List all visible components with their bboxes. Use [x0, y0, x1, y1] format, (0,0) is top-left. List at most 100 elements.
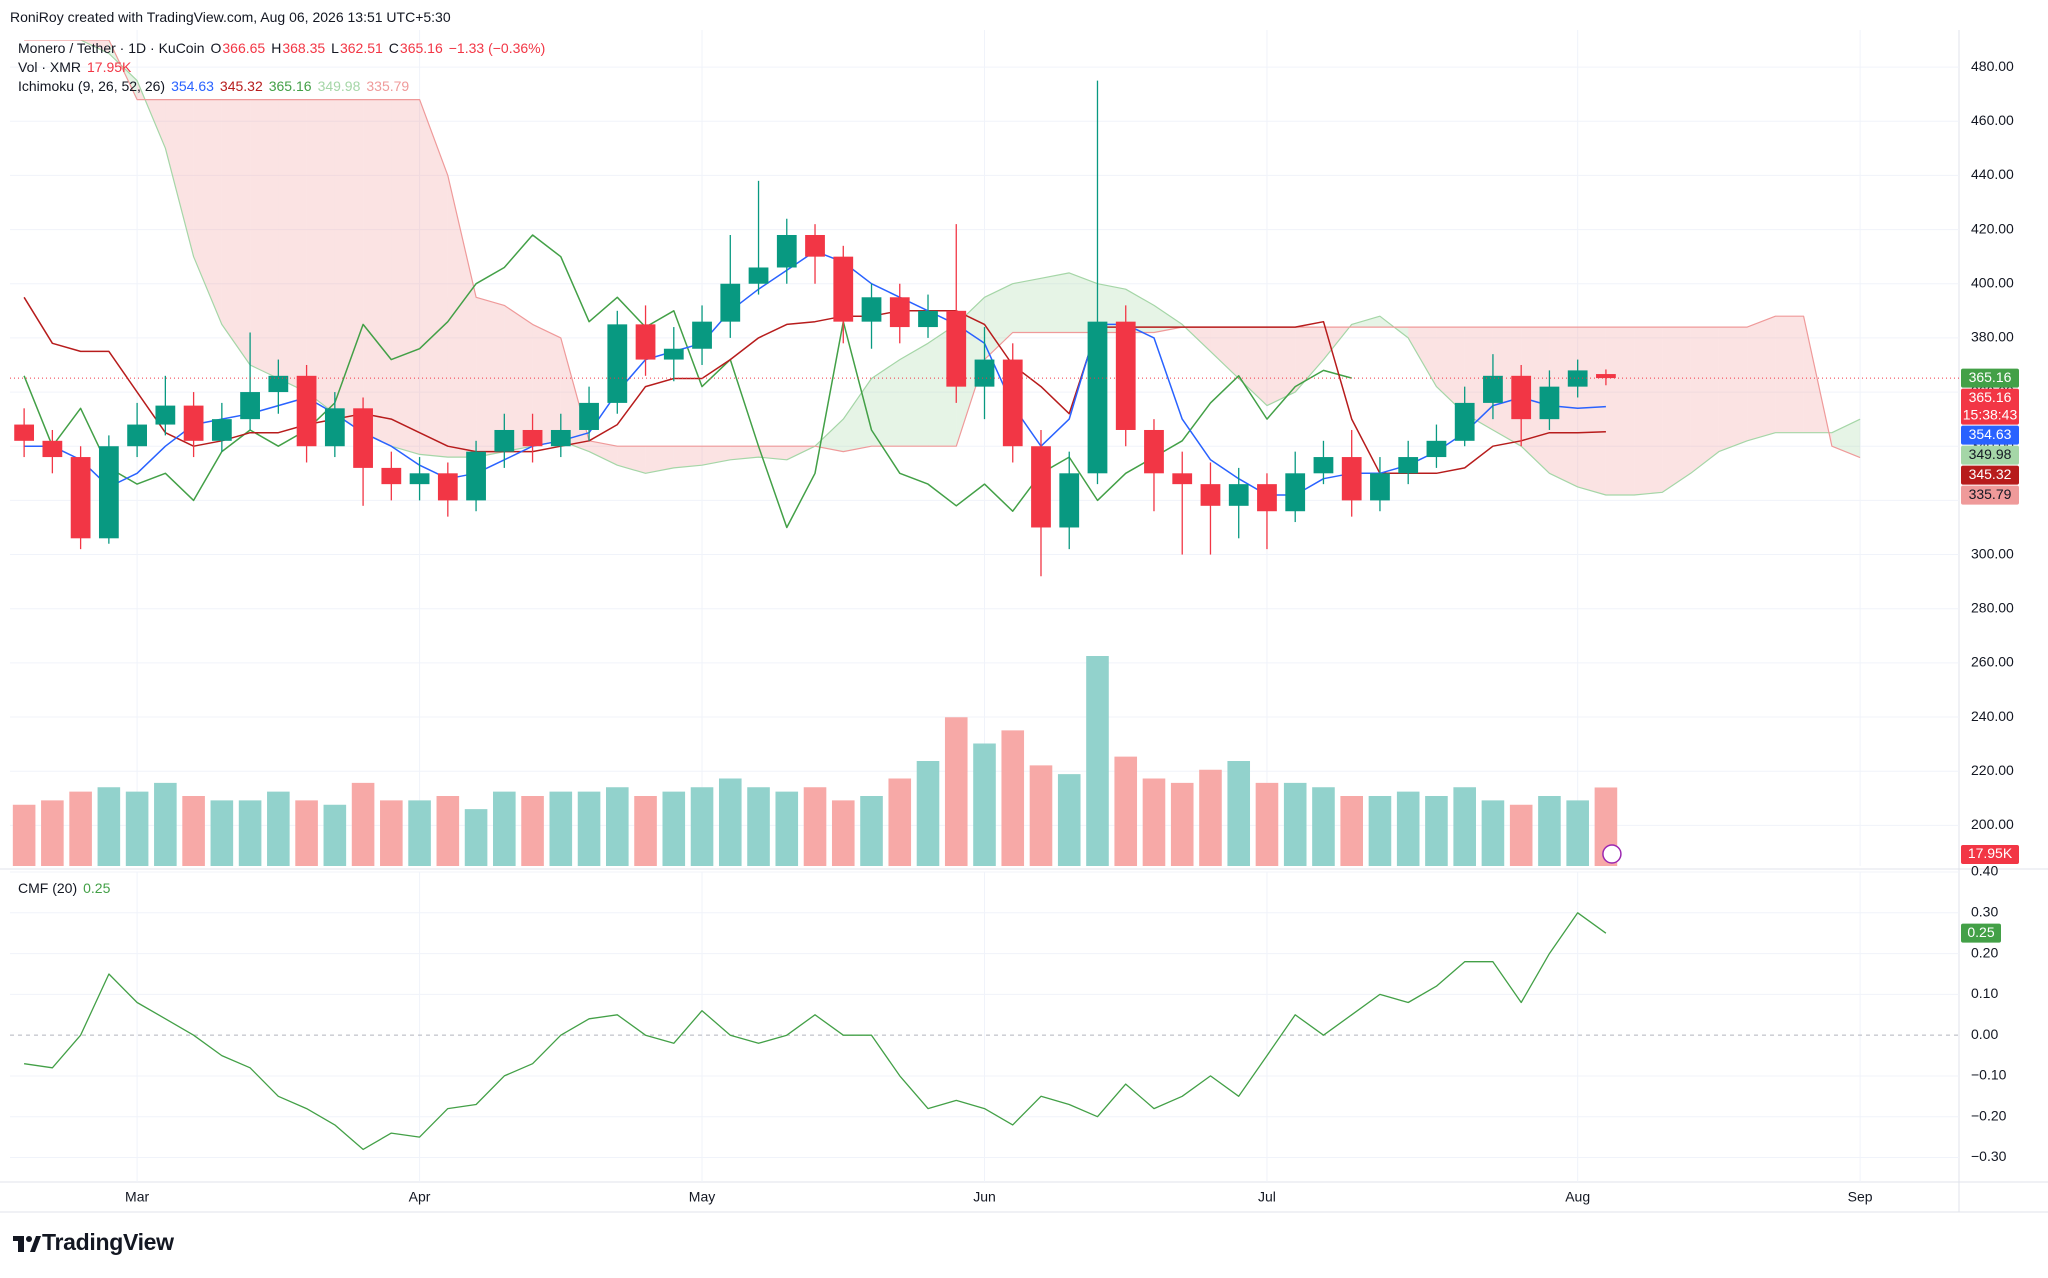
candle-body — [692, 321, 712, 349]
candle-body — [324, 408, 345, 447]
candle-body — [1144, 429, 1164, 474]
candle-body — [1087, 321, 1108, 474]
y-tick-label: −0.10 — [1971, 1067, 2007, 1083]
y-tick-label: 440.00 — [1971, 166, 2014, 182]
tradingview-icon — [13, 1236, 41, 1252]
candle-body — [748, 267, 769, 284]
candle-body — [296, 375, 317, 447]
volume-bar — [182, 796, 205, 866]
volume-bar — [323, 804, 347, 866]
ohlc-key: H — [271, 40, 282, 56]
volume-bar — [690, 787, 714, 866]
volume-bar — [944, 717, 968, 866]
volume-bar — [210, 800, 234, 866]
cloud-fill — [532, 324, 561, 447]
x-tick-label: Apr — [409, 1189, 431, 1205]
y-tick-label: 0.30 — [1971, 903, 1998, 919]
volume-bar — [408, 800, 431, 866]
y-tick-label: 380.00 — [1971, 329, 2014, 345]
volume-bar — [1453, 787, 1476, 866]
volume-bar — [1340, 796, 1364, 866]
y-tick-label: 300.00 — [1971, 545, 2014, 561]
ichimoku-value: 354.63 — [171, 78, 214, 94]
price-badge — [1961, 485, 2019, 505]
candle-body — [720, 283, 741, 322]
cloud-fill — [1718, 327, 1748, 452]
logo-text: TradingView — [42, 1229, 174, 1255]
cloud-fill — [843, 378, 872, 452]
y-tick-label: 240.00 — [1971, 708, 2014, 724]
cmf-line — [24, 912, 1607, 1151]
candle-body — [268, 375, 289, 393]
price-badge — [1961, 368, 2019, 388]
cloud-fill — [1634, 327, 1663, 495]
candle-body — [1567, 370, 1588, 387]
price-badge — [1961, 465, 2019, 485]
y-tick-label: 280.00 — [1971, 599, 2014, 615]
x-tick-label: Jul — [1258, 1189, 1276, 1205]
ohlc-key: L — [331, 40, 339, 56]
volume-bar — [267, 791, 290, 866]
candle-body — [1398, 457, 1419, 474]
candle-body — [889, 297, 910, 328]
volume-bar — [1142, 778, 1166, 866]
volume-bar — [1425, 796, 1448, 866]
candle-body — [776, 234, 797, 268]
cmf-badge-label: 0.25 — [1967, 924, 1994, 940]
candle-body — [522, 429, 543, 447]
volume-bar — [1509, 804, 1533, 866]
volume-badge-label: 17.95K — [1968, 845, 2013, 861]
volume-bar — [775, 791, 799, 866]
candle-body — [1341, 457, 1362, 501]
y-tick-label: −0.30 — [1971, 1148, 2007, 1164]
candle-body — [466, 451, 486, 501]
price-badge-label: 335.79 — [1969, 486, 2012, 502]
cloud-fill — [52, 26, 80, 40]
volume-bar — [888, 778, 912, 866]
price-badge — [1961, 388, 2019, 425]
candle-body — [211, 419, 232, 441]
candle-body — [579, 402, 599, 430]
cloud-fill — [1747, 316, 1776, 441]
volume-bar — [69, 791, 92, 866]
candle-body — [550, 429, 571, 447]
volume-title: Vol · XMR — [18, 59, 82, 75]
candle-body — [1285, 473, 1306, 512]
cloud-fill — [1069, 272, 1098, 333]
candle-body — [127, 424, 147, 447]
x-tick-label: Sep — [1848, 1189, 1873, 1205]
volume-bar — [1538, 796, 1561, 866]
volume-bar — [1029, 765, 1053, 866]
volume-bar — [634, 796, 657, 866]
candle-body — [635, 324, 656, 360]
ohlc-value: 368.35 — [282, 40, 326, 56]
volume-bar — [1368, 796, 1392, 866]
y-tick-label: 0.00 — [1971, 1026, 1998, 1042]
cloud-fill — [1436, 327, 1465, 414]
cloud-fill — [221, 99, 251, 365]
cloud-fill — [334, 99, 364, 433]
volume-bar — [521, 796, 544, 866]
cloud-fill — [871, 359, 900, 447]
ichimoku-value: 349.98 — [317, 78, 361, 94]
cloud-fill — [1040, 272, 1070, 333]
candle-body — [833, 256, 854, 322]
candle-body — [353, 408, 373, 468]
cloud-fill — [730, 446, 759, 460]
ohlc-key: O — [210, 40, 222, 56]
volume-bar — [860, 796, 883, 866]
volume-bar — [1255, 782, 1279, 866]
candle-body — [1596, 374, 1616, 379]
price-badge-label: 365.16 — [1969, 369, 2012, 385]
y-tick-label: 400.00 — [1971, 274, 2014, 290]
price-badge-label: 365.16 — [1969, 389, 2012, 405]
base-line — [23, 296, 1606, 475]
candle-body — [494, 429, 515, 452]
y-tick-label: 0.10 — [1971, 985, 1998, 1001]
volume-bar — [1170, 782, 1194, 866]
candle-body — [607, 324, 628, 403]
candle-body — [1539, 386, 1560, 420]
cloud-fill — [1521, 327, 1550, 474]
candle-body — [42, 440, 63, 458]
candle-body — [1228, 484, 1249, 506]
